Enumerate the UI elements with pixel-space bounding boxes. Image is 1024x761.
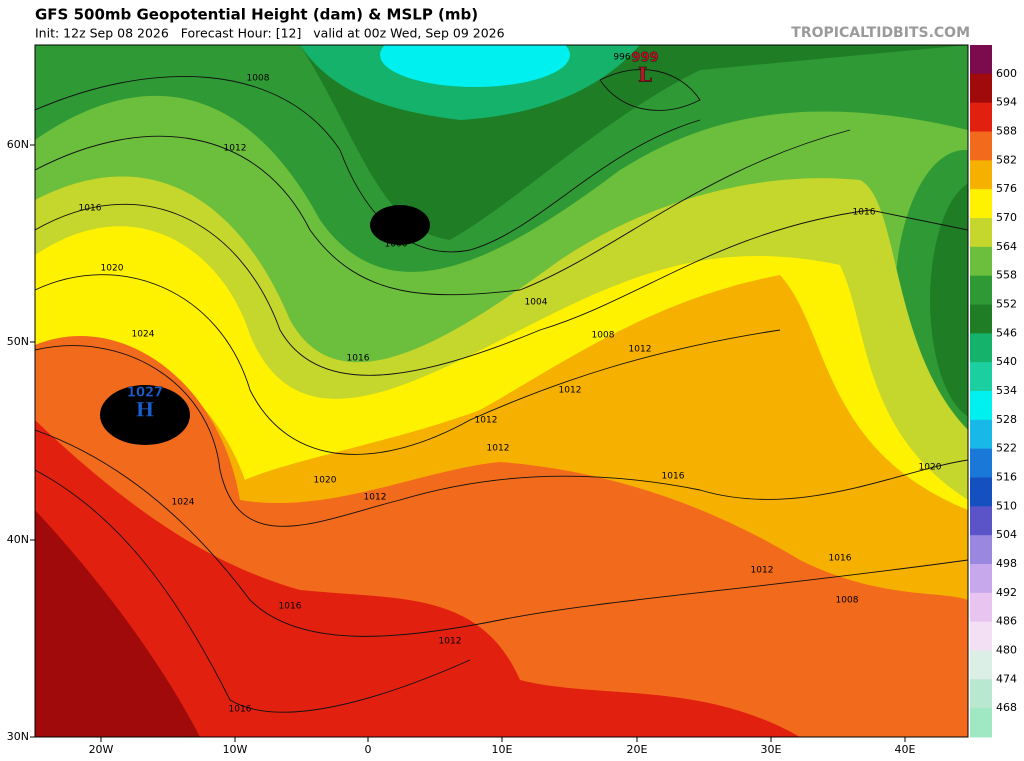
center-letter: L bbox=[638, 63, 652, 87]
colorbar-label: 474 bbox=[996, 672, 1017, 685]
lon-label: 40E bbox=[895, 743, 916, 756]
isobar-label: 1012 bbox=[629, 345, 652, 355]
colorbar-swatch bbox=[970, 535, 992, 565]
isobar-label: 1024 bbox=[172, 498, 195, 508]
lat-label: 40N bbox=[7, 533, 29, 546]
colorbar-label: 564 bbox=[996, 240, 1017, 253]
colorbar-swatch bbox=[970, 592, 992, 623]
colorbar-label: 468 bbox=[996, 701, 1017, 714]
lat-label: 50N bbox=[7, 335, 29, 348]
colorbar-swatch bbox=[970, 679, 992, 709]
colorbar-swatch bbox=[970, 448, 992, 478]
colorbar-swatch bbox=[970, 275, 992, 305]
colorbar-swatch bbox=[970, 650, 992, 680]
title: GFS 500mb Geopotential Height (dam) & MS… bbox=[35, 6, 478, 24]
isobar-label: 1016 bbox=[347, 354, 370, 364]
isobar-label: 1020 bbox=[314, 476, 337, 486]
height-field bbox=[35, 45, 968, 737]
colorbar-label: 534 bbox=[996, 384, 1017, 397]
colorbar-label: 480 bbox=[996, 644, 1017, 657]
colorbar-label: 498 bbox=[996, 557, 1017, 570]
isobar-label: 1024 bbox=[132, 330, 155, 340]
colorbar-label: 510 bbox=[996, 499, 1017, 512]
isobar-label: 1012 bbox=[487, 444, 510, 454]
center-letter: H bbox=[136, 398, 155, 422]
colorbar-swatch bbox=[970, 362, 992, 392]
colorbar-label: 504 bbox=[996, 528, 1017, 541]
lat-label: 60N bbox=[7, 138, 29, 151]
colorbar-swatch bbox=[970, 564, 992, 594]
colorbar-label: 558 bbox=[996, 269, 1017, 282]
center-pressure: 1027 bbox=[127, 386, 163, 401]
colorbar-swatch bbox=[970, 73, 992, 104]
colorbar-label: 546 bbox=[996, 326, 1017, 339]
lat-label: 30N bbox=[7, 730, 29, 743]
colorbar-label: 540 bbox=[996, 355, 1017, 368]
colorbar-swatch bbox=[970, 477, 992, 507]
colorbar-swatch bbox=[970, 621, 992, 651]
colorbar-swatch bbox=[970, 304, 992, 334]
colorbar-label: 576 bbox=[996, 182, 1017, 195]
colorbar-label: 594 bbox=[996, 96, 1017, 109]
isobar-label: 1008 bbox=[592, 331, 615, 341]
isobar-label: 1012 bbox=[559, 386, 582, 396]
isobar-label: 1020 bbox=[101, 264, 124, 274]
colorbar-label: 516 bbox=[996, 471, 1017, 484]
subtitle: Init: 12z Sep 08 2026 Forecast Hour: [12… bbox=[35, 26, 505, 41]
isobar-label: 1016 bbox=[829, 554, 852, 564]
colorbar-swatch bbox=[970, 218, 992, 248]
isobar-label: 1016 bbox=[853, 208, 876, 218]
isobar-label: 1016 bbox=[662, 472, 685, 482]
colorbar-swatch bbox=[970, 160, 992, 190]
isobar-label: 1004 bbox=[525, 298, 548, 308]
colorbar-swatch bbox=[970, 419, 992, 450]
lon-label: 20E bbox=[627, 743, 648, 756]
colorbar-swatch bbox=[970, 246, 992, 277]
isobar-label: 1008 bbox=[836, 596, 859, 606]
colorbar-label: 600 bbox=[996, 67, 1017, 80]
colorbar-swatch bbox=[970, 45, 992, 75]
isobar-label: 1008 bbox=[247, 74, 270, 84]
isobar-label: 1012 bbox=[751, 566, 774, 576]
lon-label: 10E bbox=[492, 743, 513, 756]
colorbar-label: 588 bbox=[996, 125, 1017, 138]
lon-label: 20W bbox=[89, 743, 114, 756]
colorbar-swatch bbox=[970, 506, 992, 536]
colorbar-swatch bbox=[970, 708, 992, 738]
isobar-label: 1016 bbox=[279, 602, 302, 612]
colorbar-swatch bbox=[970, 189, 992, 219]
colorbar-label: 492 bbox=[996, 586, 1017, 599]
colorbar-swatch bbox=[970, 102, 992, 132]
isobar-label: 1012 bbox=[224, 144, 247, 154]
isobar-label: 1020 bbox=[919, 463, 942, 473]
isobar-label: 1016 bbox=[79, 204, 102, 214]
watermark: TROPICALTIDBITS.COM bbox=[791, 25, 970, 41]
isobar-label: 1000 bbox=[385, 240, 408, 250]
colorbar-label: 582 bbox=[996, 153, 1017, 166]
colorbar-label: 552 bbox=[996, 298, 1017, 311]
colorbar-swatch bbox=[970, 131, 992, 161]
isobars bbox=[35, 69, 968, 713]
lon-label: 10W bbox=[223, 743, 248, 756]
colorbar-swatch bbox=[970, 391, 992, 421]
isobar-label: 996 bbox=[613, 53, 630, 63]
center-pressure: 999 bbox=[631, 51, 658, 66]
colorbar-label: 570 bbox=[996, 211, 1017, 224]
lon-label: 0 bbox=[365, 743, 372, 756]
isobar-label: 1012 bbox=[475, 416, 498, 426]
colorbar-label: 528 bbox=[996, 413, 1017, 426]
isobar-labels: 1008 1012 1016 1020 1024 1024 1000 1004 1008 1012… bbox=[79, 50, 942, 715]
colorbar-label: 486 bbox=[996, 615, 1017, 628]
isobar-label: 1012 bbox=[364, 493, 387, 503]
lon-label: 30E bbox=[761, 743, 782, 756]
colorbar-swatch bbox=[970, 333, 992, 363]
isobar-label: 1012 bbox=[439, 637, 462, 647]
colorbar-label: 522 bbox=[996, 442, 1017, 455]
colorbar: 600 594 588 582 576 570 564 558 552 546 540 534 528 5… bbox=[970, 45, 1017, 738]
isobar-label: 1016 bbox=[229, 705, 252, 715]
